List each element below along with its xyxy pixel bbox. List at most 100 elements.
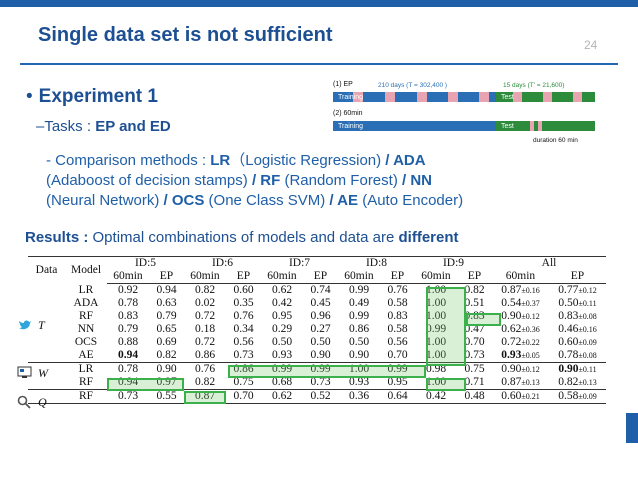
table-cell: 0.49 (348, 297, 370, 309)
table-row: OCS 0.88 0.69 0.72 0.56 0.50 0.50 0.50 0.56 1.00 0… (28, 336, 606, 349)
twitter-bird-svg (19, 320, 31, 330)
all-mean: 0.50 (558, 297, 579, 309)
all-mean: 0.90 (501, 363, 522, 375)
cell-data-group (28, 336, 65, 349)
timeline-diagram: (1) EP 210 days (T = 302,400 ) 15 days (… (333, 80, 595, 150)
header-id5: ID:5 (107, 256, 184, 270)
table-cell: 0.99 (425, 323, 447, 335)
table-cell: 0.50 (310, 336, 331, 348)
cell-model: ADA (73, 297, 99, 309)
table-cell: 0.78 (117, 297, 139, 309)
timeline-60min-test-label: Test (501, 123, 514, 130)
table-cell: 0.60 (233, 284, 254, 296)
table-cell: 0.47 (464, 323, 485, 335)
sub-ep: EP (226, 270, 261, 284)
highlight-id6-q-rf (184, 391, 226, 404)
all-std: ±0.16 (578, 325, 597, 334)
timeline-60min-svg (333, 121, 595, 131)
table-cell: 1.00 (425, 349, 447, 361)
timeline-ep-test-label: Test (501, 94, 514, 101)
table-row: LR 0.92 0.94 0.82 0.60 0.62 0.74 0.99 0.76 1.00 0.… (28, 284, 606, 298)
webpage-icon (17, 366, 32, 384)
timeline-60min-bar (333, 121, 595, 131)
search-icon (17, 395, 31, 414)
method-ocs: / OCS (163, 192, 205, 209)
table-cell-all: 0.78±0.08 (549, 349, 606, 363)
table-cell-all: 0.72±0.22 (492, 336, 549, 349)
results-label: Results : (25, 229, 93, 246)
cell-model: LR (65, 362, 107, 376)
table-row: AE 0.94 0.82 0.86 0.73 0.93 0.90 0.90 0.70 1.00 0.… (28, 349, 606, 363)
table-cell: 0.18 (194, 323, 216, 335)
table-cell: 0.70 (226, 389, 261, 404)
table-row: NN 0.79 0.65 0.18 0.34 0.29 0.27 0.86 0.58 0.99 0.… (28, 323, 606, 336)
table-cell: 0.95 (387, 376, 408, 388)
method-ocs-full: (One Class SVM) (204, 192, 330, 209)
timeline-ep-training-label: Training (338, 94, 364, 101)
table-cell-all: 0.87±0.13 (492, 376, 549, 390)
table-cell: 0.74 (310, 284, 331, 296)
table-cell-all: 0.82±0.13 (549, 376, 606, 390)
table-cell: 0.52 (303, 389, 338, 404)
table-cell: 0.64 (380, 389, 415, 404)
all-mean: 0.78 (558, 349, 579, 361)
table-cell: 0.99 (348, 284, 370, 296)
experiment-title: Experiment 1 (38, 86, 158, 107)
table-header-row: Data Model ID:5 ID:6 ID:7 ID:8 ID:9 All (28, 256, 606, 284)
all-std: ±0.11 (578, 299, 597, 308)
cell-data-group (28, 297, 65, 310)
table-cell-all: 0.93±0.05 (492, 349, 549, 363)
highlight-id9-w-rf (426, 378, 466, 391)
all-mean: 0.72 (501, 336, 522, 348)
table-cell: 0.63 (156, 297, 177, 309)
all-std: ±0.11 (578, 365, 597, 374)
timeline-ep-bar (333, 92, 595, 102)
all-mean: 0.60 (558, 336, 579, 348)
all-std: ±0.09 (578, 338, 597, 347)
table-cell: 0.76 (233, 310, 254, 322)
slide-title: Single data set is not sufficient (38, 24, 333, 46)
table-cell-all: 0.60±0.21 (492, 389, 549, 404)
tasks-value: EP and ED (95, 118, 171, 135)
all-std: ±0.09 (578, 392, 597, 401)
table-cell: 0.73 (310, 376, 331, 388)
all-std: ±0.22 (521, 338, 540, 347)
cell-model: LR (78, 283, 94, 296)
method-lr-full: （Logistic Regression) (230, 152, 386, 169)
search-svg (17, 395, 31, 409)
table-cell: 0.73 (107, 389, 149, 404)
method-nn-full: (Neural Network) (46, 192, 164, 209)
table-cell: 0.73 (464, 349, 485, 361)
all-mean: 0.62 (501, 323, 522, 335)
header-id8: ID:8 (338, 256, 415, 270)
table-cell: 0.93 (348, 376, 370, 388)
sub-60min: 60min (338, 270, 380, 284)
table-cell: 0.72 (194, 310, 216, 322)
table-cell: 0.51 (464, 297, 485, 309)
table-cell: 0.71 (464, 376, 485, 388)
table-cell: 0.72 (194, 336, 216, 348)
table-cell: 0.76 (184, 362, 226, 376)
method-rf-full: (Random Forest) (280, 172, 402, 189)
table-cell: 0.62 (261, 389, 303, 404)
table-cell-all: 0.77±0.12 (549, 284, 606, 298)
table-cell: 0.65 (156, 323, 177, 335)
table-cell-all: 0.50±0.11 (549, 297, 606, 310)
table-cell: 0.70 (464, 336, 485, 348)
timeline-60min-training-label: Training (338, 123, 364, 130)
bullet-dot: • (26, 86, 33, 107)
twitter-bird-icon (18, 318, 32, 336)
top-accent-bar (0, 0, 638, 7)
table-cell-all: 0.54±0.37 (492, 297, 549, 310)
all-std: ±0.12 (521, 365, 540, 374)
method-ae-full: (Auto Encoder) (358, 192, 464, 209)
table-cell: 0.96 (310, 310, 331, 322)
all-std: ±0.13 (578, 378, 597, 387)
table-cell: 0.58 (387, 297, 408, 309)
sub-ep: EP (457, 270, 492, 284)
group-symbol-w: W (38, 366, 48, 380)
timeline-ep-train-days: 210 days (T = 302,400 ) (378, 82, 448, 89)
cell-model: RF (78, 310, 94, 322)
cell-model: RF (78, 376, 94, 388)
group-symbol-q: Q (38, 395, 47, 409)
